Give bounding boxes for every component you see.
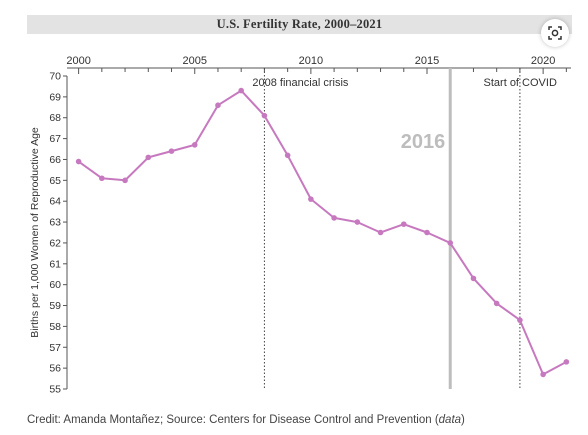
y-tick-label: 63 xyxy=(49,217,61,229)
data-point xyxy=(215,102,221,109)
credit-line: Credit: Amanda Montañez; Source: Centers… xyxy=(27,414,465,426)
x-tick-label: 2000 xyxy=(66,55,90,67)
y-axis-title: Births per 1,000 Women of Reproductive A… xyxy=(29,127,41,338)
y-tick-label: 65 xyxy=(49,175,61,187)
data-point xyxy=(493,300,500,307)
y-tick-label: 66 xyxy=(49,154,61,166)
data-point xyxy=(424,229,430,236)
x-tick-label: 2015 xyxy=(415,55,439,67)
y-tick-label: 68 xyxy=(49,112,61,124)
data-point xyxy=(331,215,337,221)
y-tick-label: 69 xyxy=(49,91,61,103)
y-tick-label: 55 xyxy=(49,384,61,396)
credit-text: Credit: Amanda Montañez; Source: Centers… xyxy=(27,414,439,426)
event-label: Start of COVID xyxy=(484,77,557,89)
event-label: 2008 financial crisis xyxy=(252,77,348,89)
y-axis: 55 56 57 58 59 60 61 62 63 64 65 66 67 68 69 70 Births p… xyxy=(29,71,68,396)
data-point xyxy=(377,229,384,236)
x-tick-label: 2020 xyxy=(531,55,555,67)
lens-search-button[interactable] xyxy=(541,19,569,47)
data-point xyxy=(99,175,105,182)
data-point xyxy=(191,142,198,148)
chart-title: U.S. Fertility Rate, 2000–2021 xyxy=(27,15,572,34)
credit-suffix: ) xyxy=(461,414,465,426)
year-2016-label: 2016 xyxy=(401,131,446,153)
y-tick-label: 62 xyxy=(49,237,61,249)
lens-icon xyxy=(548,26,562,40)
x-tick-label: 2010 xyxy=(299,55,323,67)
y-tick-label: 67 xyxy=(49,133,61,145)
fertility-rate-line xyxy=(78,89,567,376)
data-point xyxy=(470,275,477,282)
data-point xyxy=(540,371,546,378)
data-point xyxy=(563,359,570,365)
data-point xyxy=(284,152,291,159)
annotations: 2008 financial crisis 2016 Start of COVID xyxy=(252,68,557,389)
y-tick-label: 56 xyxy=(49,363,61,375)
data-point xyxy=(447,240,454,246)
data-point xyxy=(308,196,314,202)
y-tick-label: 60 xyxy=(49,279,61,291)
data-point xyxy=(75,158,82,165)
data-point xyxy=(122,177,128,184)
y-tick-label: 70 xyxy=(49,71,61,83)
y-tick-label: 59 xyxy=(49,300,61,312)
data-point xyxy=(354,219,361,225)
y-tick-label: 64 xyxy=(49,196,61,208)
data-source-link[interactable]: data xyxy=(438,414,462,426)
y-tick-label: 57 xyxy=(49,342,61,354)
series-group xyxy=(75,87,570,378)
data-point xyxy=(400,221,407,227)
data-point xyxy=(145,154,152,161)
y-tick-label: 61 xyxy=(49,258,61,270)
data-point xyxy=(261,112,268,119)
x-axis: 2000 2005 2010 2015 2020 xyxy=(66,55,571,74)
data-point xyxy=(517,317,523,323)
data-point xyxy=(168,148,175,154)
y-tick-label: 58 xyxy=(49,321,61,333)
x-tick-label: 2005 xyxy=(182,55,206,67)
fertility-line-chart: 2000 2005 2010 2015 2020 55 56 57 58 59 60 61 62 63 6… xyxy=(29,55,571,396)
data-point xyxy=(238,87,244,94)
